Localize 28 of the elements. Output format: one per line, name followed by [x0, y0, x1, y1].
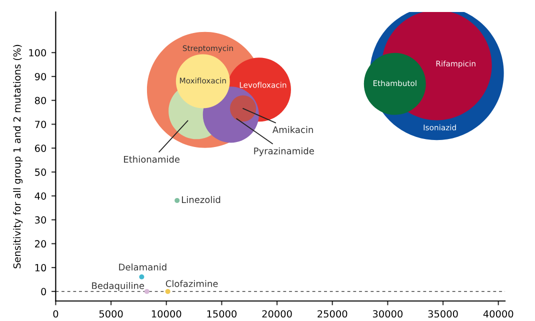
y-tick-label: 80	[34, 96, 46, 104]
y-tick-label: 40	[34, 192, 46, 200]
x-tick-label: 0	[53, 310, 58, 318]
x-tick-label: 20000	[262, 310, 292, 318]
x-tick-label: 35000	[428, 310, 458, 318]
x-tick-label: 15000	[207, 310, 237, 318]
y-tick-label: 50	[35, 168, 46, 176]
text: Amikacin	[272, 126, 313, 134]
series-label: Pyrazinamide	[254, 147, 314, 156]
series-label: Clofazimine	[166, 280, 218, 288]
x-tick-label: 5000	[99, 310, 123, 318]
x-tick-label: 10000	[152, 310, 182, 318]
y-tick-label: 10	[35, 264, 46, 272]
y-tick-label: 20	[35, 240, 46, 248]
series-label: Delamanid	[119, 264, 166, 270]
series-label: Bedaquiline	[92, 282, 144, 291]
y-tick-label: 100	[29, 49, 46, 56]
series-label: Linezolid	[182, 196, 220, 204]
y-tick-label: 60	[34, 144, 46, 152]
y-tick-label: 0	[41, 288, 46, 296]
x-tick-label: 25000	[318, 310, 348, 318]
y-axis-title: Sensitivity for all group 1 and 2 mutations (%)	[13, 44, 23, 268]
x-tick-label: 30000	[372, 310, 403, 318]
y-tick-label: 90	[34, 72, 46, 80]
text: Ethionamide	[124, 156, 180, 163]
y-tick-label: 70	[35, 120, 46, 128]
y-tick-label: 30	[35, 216, 46, 224]
x-tick-label: 40000	[483, 310, 514, 318]
